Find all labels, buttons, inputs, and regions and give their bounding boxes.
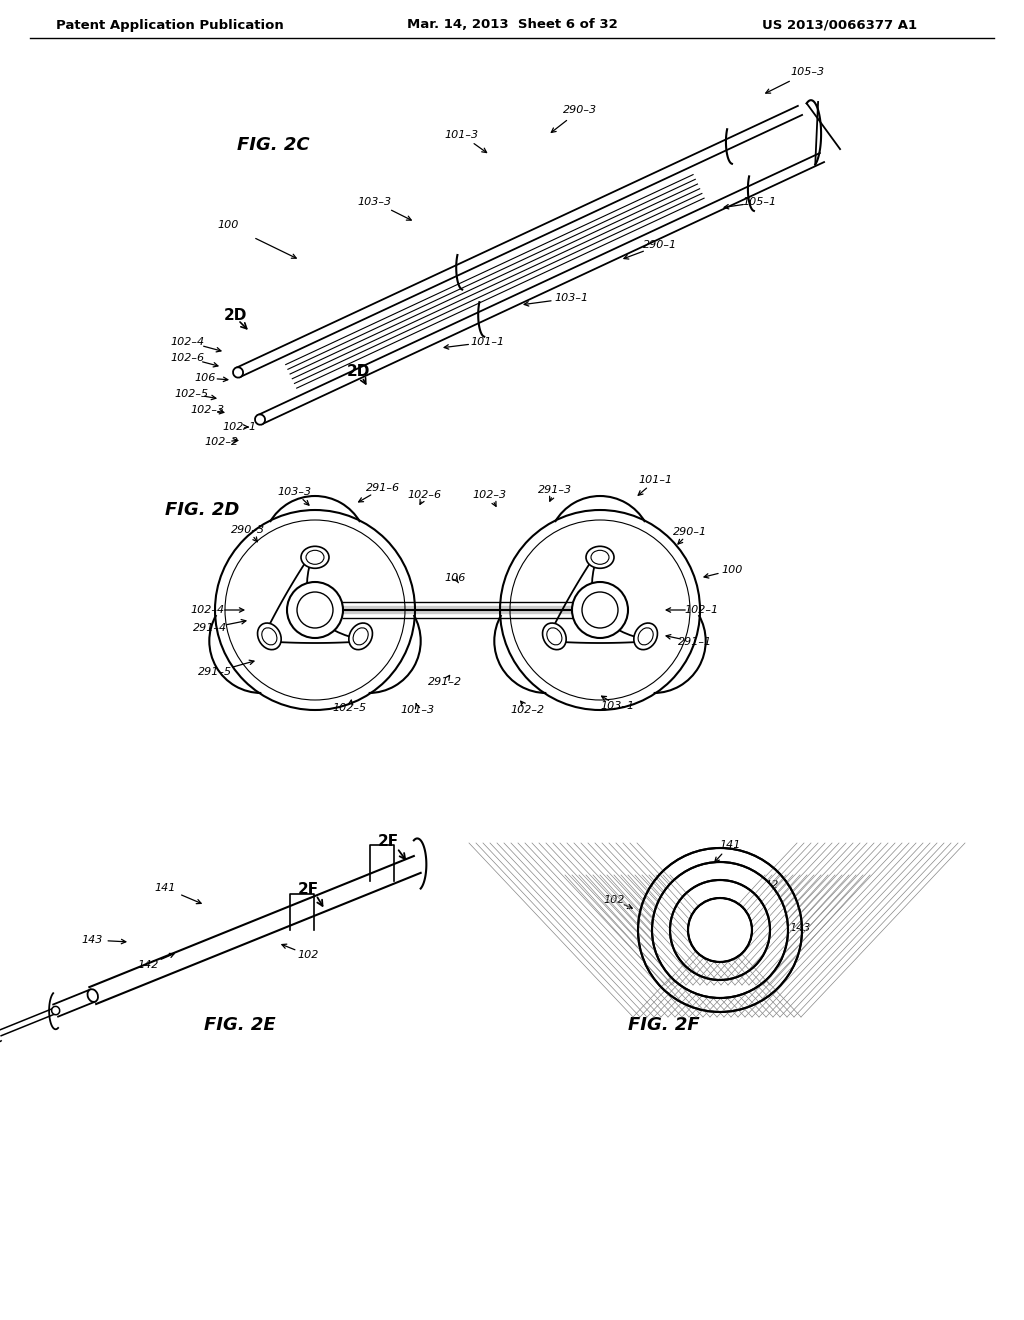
Text: 102–6: 102–6 [171, 352, 205, 363]
Text: Mar. 14, 2013  Sheet 6 of 32: Mar. 14, 2013 Sheet 6 of 32 [407, 18, 617, 32]
Text: 141: 141 [719, 840, 740, 850]
Text: 101–1: 101–1 [471, 337, 505, 347]
Circle shape [638, 847, 802, 1012]
Text: 291–2: 291–2 [428, 677, 462, 686]
Text: 103–3: 103–3 [358, 197, 392, 207]
Text: 143: 143 [790, 923, 811, 933]
Text: 102–5: 102–5 [333, 704, 367, 713]
Circle shape [287, 582, 343, 638]
Text: 2F: 2F [378, 834, 398, 850]
Text: 106: 106 [195, 374, 216, 383]
Text: 103–1: 103–1 [555, 293, 589, 304]
Text: 100: 100 [721, 565, 742, 576]
Text: 142: 142 [758, 880, 778, 890]
Text: 102–4: 102–4 [190, 605, 225, 615]
Circle shape [652, 862, 788, 998]
Ellipse shape [87, 989, 98, 1002]
Text: FIG. 2C: FIG. 2C [237, 136, 309, 154]
Text: 102–6: 102–6 [408, 490, 442, 500]
Text: 102–3: 102–3 [190, 405, 225, 414]
Text: 103–3: 103–3 [278, 487, 312, 498]
Text: 2D: 2D [223, 308, 247, 322]
Text: 102–4: 102–4 [171, 337, 205, 347]
Text: 102: 102 [603, 895, 625, 906]
Circle shape [572, 582, 628, 638]
Text: 291–5: 291–5 [198, 667, 232, 677]
Text: 101–3: 101–3 [445, 129, 479, 140]
Text: 2D: 2D [346, 364, 370, 380]
Ellipse shape [51, 1006, 59, 1015]
Text: 142: 142 [137, 960, 159, 970]
Text: 106: 106 [444, 573, 466, 583]
Text: FIG. 2F: FIG. 2F [628, 1016, 699, 1034]
Circle shape [670, 880, 770, 979]
Text: 100: 100 [217, 220, 239, 230]
Text: 290–3: 290–3 [231, 525, 265, 535]
Text: 101–3: 101–3 [401, 705, 435, 715]
Text: 101–1: 101–1 [639, 475, 673, 484]
Text: 102–3: 102–3 [473, 490, 507, 500]
Ellipse shape [301, 546, 329, 569]
Text: US 2013/0066377 A1: US 2013/0066377 A1 [763, 18, 918, 32]
Text: 105–1: 105–1 [743, 197, 777, 207]
Ellipse shape [586, 546, 614, 569]
Text: 102–2: 102–2 [511, 705, 545, 715]
Text: 291–6: 291–6 [366, 483, 400, 492]
Text: 143: 143 [81, 935, 102, 945]
Text: 291–4: 291–4 [193, 623, 227, 634]
Text: 102: 102 [297, 950, 318, 960]
Text: 102–5: 102–5 [175, 389, 209, 399]
Text: 291–1: 291–1 [678, 638, 712, 647]
Text: 290–1: 290–1 [643, 240, 677, 249]
Ellipse shape [233, 367, 243, 378]
Ellipse shape [634, 623, 657, 649]
Ellipse shape [543, 623, 566, 649]
Text: 141: 141 [155, 883, 176, 894]
Text: 102–1: 102–1 [685, 605, 719, 615]
Text: 290–1: 290–1 [673, 527, 707, 537]
Text: 290–3: 290–3 [563, 106, 597, 115]
Ellipse shape [255, 414, 265, 425]
Text: 291–3: 291–3 [538, 484, 572, 495]
Text: 102–2: 102–2 [205, 437, 239, 447]
Text: 105–3: 105–3 [791, 67, 825, 77]
Text: 102–1: 102–1 [223, 422, 257, 432]
Ellipse shape [258, 623, 282, 649]
Circle shape [688, 898, 752, 962]
Text: FIG. 2E: FIG. 2E [204, 1016, 275, 1034]
Text: 2F: 2F [297, 883, 318, 898]
Ellipse shape [349, 623, 373, 649]
Text: FIG. 2D: FIG. 2D [165, 502, 240, 519]
Text: Patent Application Publication: Patent Application Publication [56, 18, 284, 32]
Text: 103–1: 103–1 [601, 701, 635, 711]
